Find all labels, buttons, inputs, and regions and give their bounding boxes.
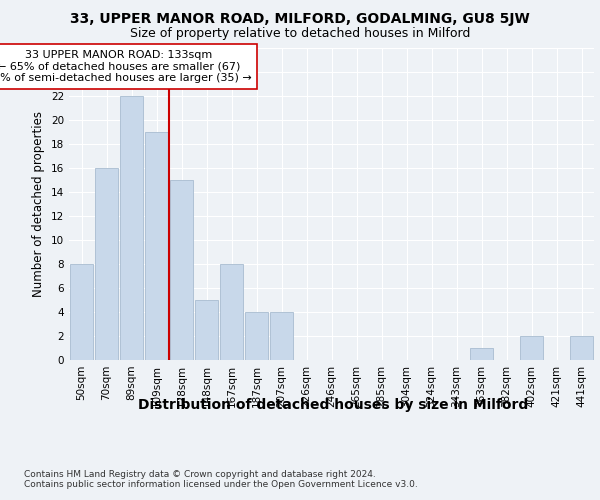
Bar — [195, 300, 218, 360]
Bar — [95, 168, 118, 360]
Bar — [570, 336, 593, 360]
Bar — [220, 264, 243, 360]
Y-axis label: Number of detached properties: Number of detached properties — [32, 111, 46, 296]
Bar — [120, 96, 143, 360]
Bar — [70, 264, 93, 360]
Text: 33 UPPER MANOR ROAD: 133sqm
← 65% of detached houses are smaller (67)
34% of sem: 33 UPPER MANOR ROAD: 133sqm ← 65% of det… — [0, 50, 252, 83]
Text: Distribution of detached houses by size in Milford: Distribution of detached houses by size … — [138, 398, 528, 411]
Bar — [270, 312, 293, 360]
Text: 33, UPPER MANOR ROAD, MILFORD, GODALMING, GU8 5JW: 33, UPPER MANOR ROAD, MILFORD, GODALMING… — [70, 12, 530, 26]
Text: Contains HM Land Registry data © Crown copyright and database right 2024.
Contai: Contains HM Land Registry data © Crown c… — [24, 470, 418, 490]
Text: Size of property relative to detached houses in Milford: Size of property relative to detached ho… — [130, 28, 470, 40]
Bar — [170, 180, 193, 360]
Bar — [520, 336, 543, 360]
Bar — [470, 348, 493, 360]
Bar — [145, 132, 168, 360]
Bar — [245, 312, 268, 360]
